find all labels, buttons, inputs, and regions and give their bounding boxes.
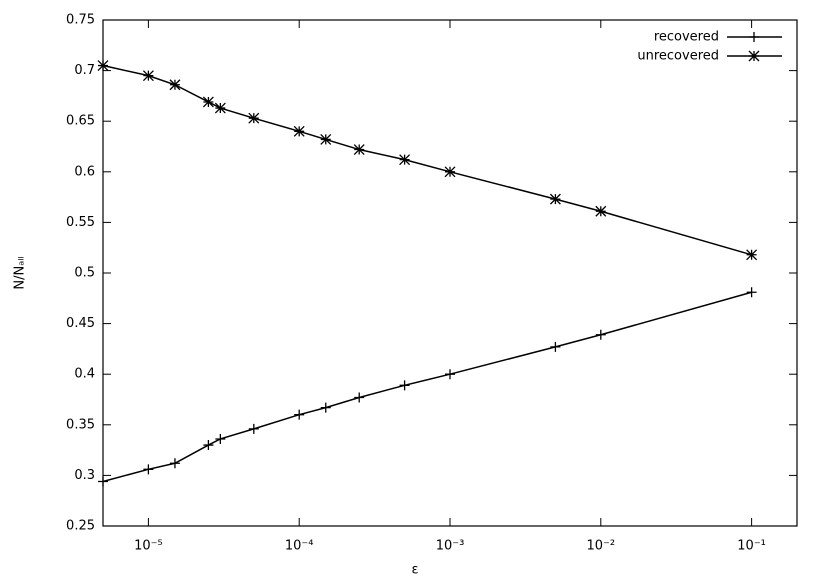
x-tick-label: 10⁻⁵: [134, 539, 163, 554]
data-point: [169, 79, 181, 91]
y-tick-label: 0.25: [66, 519, 95, 534]
y-tick-label: 0.55: [66, 215, 95, 230]
y-tick-label: 0.7: [74, 63, 95, 78]
legend-label: recovered: [654, 30, 719, 45]
data-point: [746, 287, 757, 298]
data-point: [746, 249, 758, 261]
data-point: [320, 402, 331, 413]
legend-label: unrecovered: [637, 49, 719, 64]
y-tick-label: 0.6: [74, 164, 95, 179]
x-tick-label: 10⁻²: [586, 539, 615, 554]
data-point: [445, 369, 455, 380]
data-point: [595, 329, 606, 340]
data-point: [97, 60, 109, 71]
data-point: [202, 96, 214, 108]
y-tick-label: 0.35: [66, 417, 95, 432]
data-point: [353, 144, 365, 155]
data-point: [320, 133, 332, 145]
legend-marker: [748, 50, 760, 62]
data-point: [354, 392, 365, 403]
data-point: [98, 476, 108, 487]
data-point: [549, 193, 561, 205]
data-point: [595, 205, 607, 217]
data-point: [248, 112, 260, 124]
data-point: [248, 423, 259, 434]
y-axis-label: N/Nₐₗₗ: [13, 256, 28, 289]
x-tick-label: 10⁻³: [436, 539, 465, 554]
y-tick-label: 0.65: [66, 114, 95, 129]
series-line: [102, 64, 752, 256]
data-point: [215, 433, 226, 444]
x-tick-label: 10⁻¹: [737, 539, 766, 554]
data-point: [550, 341, 561, 352]
y-tick-label: 0.3: [74, 468, 95, 483]
y-tick-label: 0.4: [74, 367, 95, 382]
series-line: [102, 291, 752, 483]
data-point: [399, 380, 410, 391]
x-tick-label: 10⁻⁴: [285, 539, 314, 554]
data-point: [399, 154, 411, 166]
data-point: [293, 125, 305, 137]
data-point: [214, 102, 226, 114]
data-point: [294, 409, 305, 420]
plot-frame: [102, 19, 798, 527]
data-point: [203, 440, 214, 451]
legend-marker: [749, 32, 759, 42]
y-tick-label: 0.5: [74, 266, 95, 281]
y-tick-label: 0.45: [66, 316, 95, 331]
x-axis-label: ε: [411, 563, 418, 578]
data-point: [444, 166, 456, 178]
data-point: [142, 70, 154, 82]
data-point: [169, 458, 180, 469]
data-point: [143, 464, 154, 475]
y-tick-label: 0.75: [66, 13, 95, 28]
